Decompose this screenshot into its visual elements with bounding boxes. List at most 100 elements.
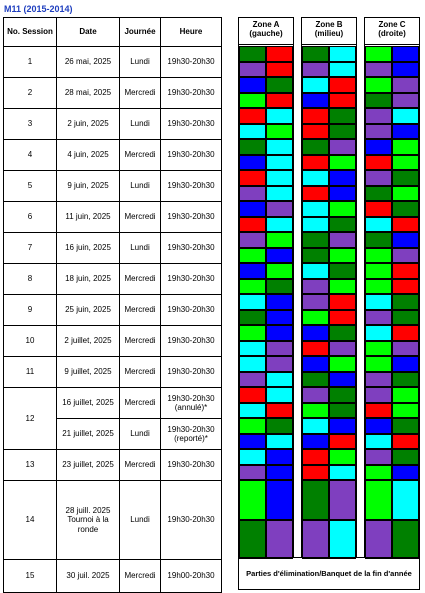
team-color-cell (365, 139, 392, 155)
team-color-cell (329, 247, 356, 263)
table-row: 6 11 juin, 2025 Mercredi 19h30-20h30 (3, 201, 222, 233)
session-number: 7 (3, 232, 57, 264)
cell-day: Mercredi (119, 325, 161, 357)
team-color-cell (266, 232, 293, 248)
team-color-cell (365, 108, 392, 124)
cell-time: 19h30-20h30 (reporté)* (160, 418, 222, 450)
session-number: 13 (3, 449, 57, 481)
team-color-cell (392, 61, 419, 77)
team-color-cell (365, 309, 392, 325)
team-color-cell (239, 294, 266, 310)
team-color-cell (329, 201, 356, 217)
team-color-cell (266, 371, 293, 387)
team-color-cell (266, 263, 293, 279)
cell-date: 23 juillet, 2025 (56, 449, 120, 481)
team-color-cell (302, 371, 329, 387)
schedule-table: No. Session Date Journée Heure 1 26 mai, … (3, 17, 222, 593)
team-color-cell (365, 418, 392, 434)
team-color-cell (392, 77, 419, 93)
team-color-cell (365, 154, 392, 170)
cell-time: 19h30-20h30 (160, 108, 222, 140)
team-color-cell (239, 232, 266, 248)
team-color-cell (266, 46, 293, 62)
team-color-cell (266, 61, 293, 77)
team-color-cell (302, 294, 329, 310)
cell-day: Mercredi (119, 139, 161, 171)
team-color-cell (392, 139, 419, 155)
session-number: 10 (3, 325, 57, 357)
zone-title: Zone C (378, 20, 406, 29)
team-color-cell (266, 464, 293, 480)
team-color-cell (302, 519, 329, 559)
team-color-cell (302, 232, 329, 248)
team-color-cell (266, 216, 293, 232)
team-color-cell (266, 92, 293, 108)
zone-header: Zone A (gauche) (239, 18, 293, 45)
team-color-cell (365, 449, 392, 465)
team-color-cell (302, 278, 329, 294)
team-color-cell (302, 418, 329, 434)
team-color-cell (302, 216, 329, 232)
team-color-cell (365, 480, 392, 520)
cell-time: 19h30-20h30 (160, 263, 222, 295)
team-color-cell (365, 61, 392, 77)
team-color-cell (239, 108, 266, 124)
team-color-cell (239, 356, 266, 372)
team-color-cell (266, 480, 293, 520)
team-color-cell (329, 61, 356, 77)
team-color-cell (239, 92, 266, 108)
team-color-cell (266, 139, 293, 155)
team-color-cell (392, 449, 419, 465)
team-color-cell (266, 294, 293, 310)
team-color-cell (365, 294, 392, 310)
header-date: Date (56, 17, 120, 47)
header-time: Heure (160, 17, 222, 47)
team-color-cell (239, 340, 266, 356)
team-color-cell (329, 263, 356, 279)
team-color-cell (266, 123, 293, 139)
zone-subtitle: (milieu) (314, 29, 344, 39)
team-color-cell (302, 340, 329, 356)
team-color-cell (365, 519, 392, 559)
final-note: Parties d'élimination/Banquet de la fin … (238, 557, 420, 590)
team-color-cell (329, 309, 356, 325)
team-color-cell (392, 480, 419, 520)
header-day: Journée (119, 17, 161, 47)
cell-day: Lundi (119, 46, 161, 78)
team-color-cell (392, 356, 419, 372)
team-color-cell (266, 449, 293, 465)
team-color-cell (266, 185, 293, 201)
team-color-cell (302, 309, 329, 325)
cell-day: Mercredi (119, 263, 161, 295)
team-color-cell (266, 519, 293, 559)
team-color-cell (392, 371, 419, 387)
team-color-cell (266, 325, 293, 341)
team-color-cell (365, 325, 392, 341)
team-color-cell (239, 201, 266, 217)
cell-time: 19h30-20h30 (160, 480, 222, 560)
team-color-cell (302, 247, 329, 263)
session-number: 15 (3, 559, 57, 593)
team-color-cell (302, 387, 329, 403)
cell-day: Mercredi (119, 559, 161, 593)
team-color-cell (329, 170, 356, 186)
team-color-cell (329, 433, 356, 449)
team-color-cell (302, 170, 329, 186)
cell-date: 25 juin, 2025 (56, 294, 120, 326)
team-color-cell (302, 449, 329, 465)
cell-date: 28 juill. 2025 Tournoi à la ronde (56, 480, 120, 560)
team-color-cell (239, 480, 266, 520)
team-color-cell (266, 402, 293, 418)
page-title: M11 (2015-2014) (4, 4, 73, 14)
cell-date: 18 juin, 2025 (56, 263, 120, 295)
team-color-cell (239, 325, 266, 341)
team-color-cell (392, 278, 419, 294)
team-color-cell (239, 402, 266, 418)
cell-date: 9 juin, 2025 (56, 170, 120, 202)
cell-date: 28 mai, 2025 (56, 77, 120, 109)
team-color-cell (239, 185, 266, 201)
team-color-cell (365, 247, 392, 263)
team-color-cell (266, 247, 293, 263)
